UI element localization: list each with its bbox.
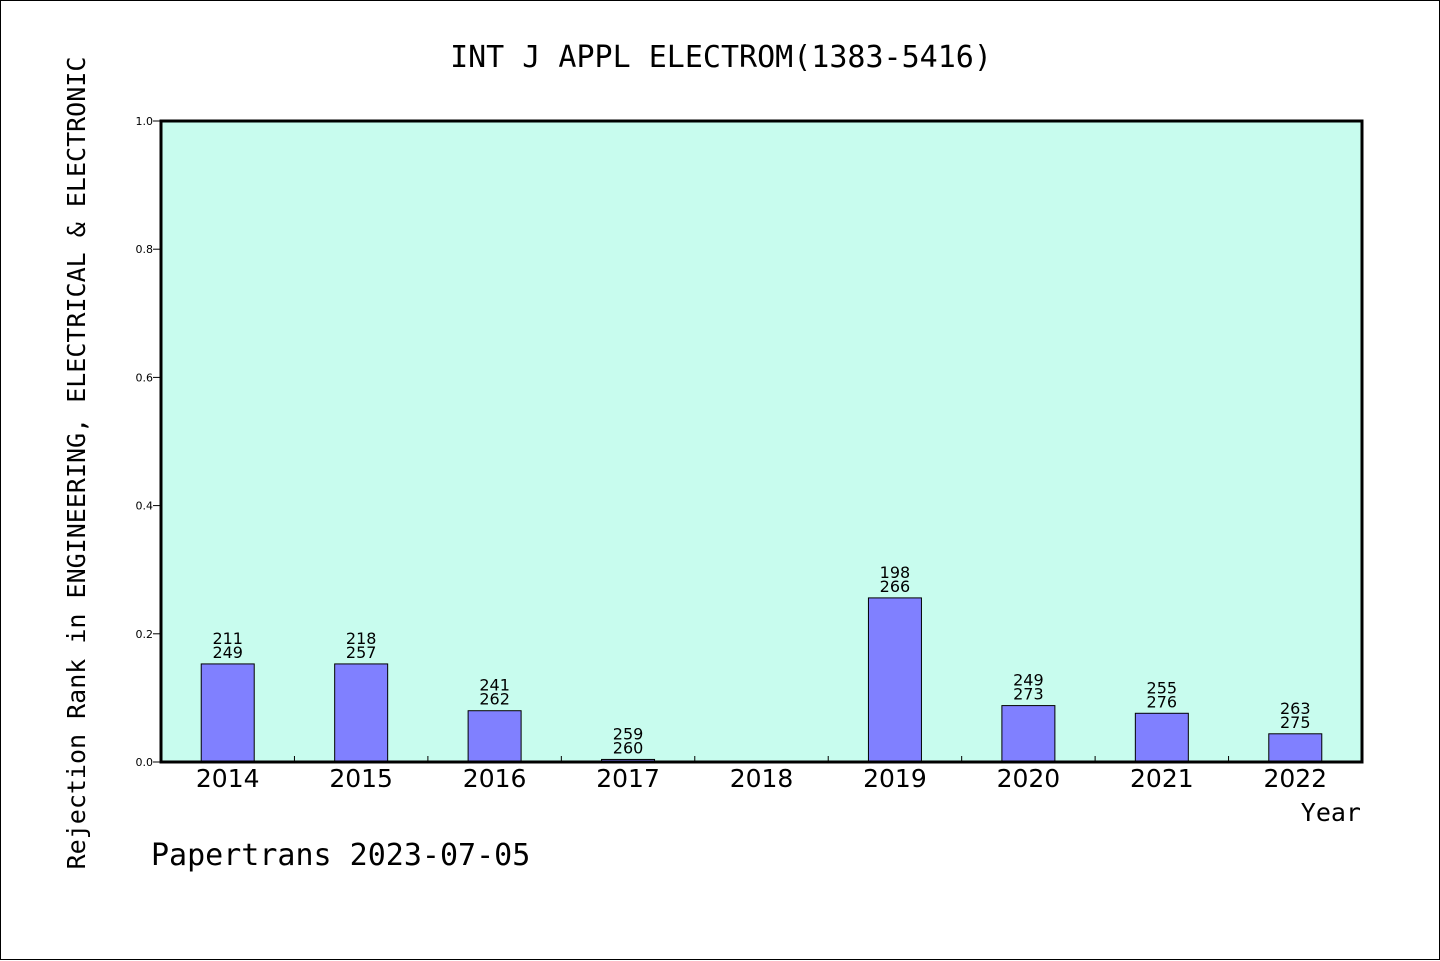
bar-2022 [1268,733,1323,763]
y-tick-label: 0.2 [136,628,154,641]
y-tick-label: 0.0 [136,756,154,769]
x-tick-label: 2022 [1263,764,1327,793]
bar-label-bottom: 262 [479,690,510,709]
x-tick-label: 2020 [997,764,1061,793]
y-tick-label: 0.6 [136,371,154,384]
x-tick-label: 2015 [329,764,393,793]
y-ticks: 0.0 0.2 0.4 0.6 0.8 1.0 [136,115,161,769]
bar-label-bottom: 273 [1013,685,1044,704]
x-tick-label: 2019 [863,764,927,793]
bar-2015 [334,663,389,763]
footer-label: Papertrans 2023-07-05 [151,838,530,873]
y-axis-label: Rejection Rank in ENGINEERING, ELECTRICA… [62,57,91,870]
chart-title: INT J APPL ELECTROM(1383-5416) [450,40,992,75]
bar-label-top: 241 [479,676,510,695]
x-tick-label: 2016 [463,764,527,793]
x-axis-label: Year [1301,798,1361,827]
x-tick-labels: 2014 2015 2016 2017 2018 2019 2020 2021 2022 [196,764,1327,793]
x-tick-label: 2017 [596,764,660,793]
y-tick-label: 0.4 [136,500,154,513]
bar-2016 [467,710,522,763]
bar-label-bottom: 249 [212,643,243,662]
bar-label-top: 259 [613,724,644,743]
bar-label-bottom: 276 [1147,692,1178,711]
plot-area-group: 0.00.20.40.60.81.0 211249218257241262259… [136,115,1364,793]
bar-label-top: 249 [1013,671,1044,690]
bar-label-top: 211 [212,629,243,648]
bar-2019 [867,597,922,763]
bars [200,597,1323,763]
bar-2021 [1134,712,1189,763]
y-tick-label: 1.0 [136,115,154,128]
bar-2020 [1001,705,1056,763]
bar-label-top: 218 [346,629,377,648]
x-tick-label: 2018 [730,764,794,793]
bar-label-top: 255 [1147,678,1178,697]
plot-area [161,121,1362,762]
y-tick-label: 0.8 [136,243,154,256]
bar-label-top: 263 [1280,699,1311,718]
plot-border [159,119,1364,764]
x-tick-label: 2021 [1130,764,1194,793]
bar-label-bottom: 260 [613,738,644,757]
bar-label-top: 198 [880,563,911,582]
x-tick-label: 2014 [196,764,260,793]
bar-label-bottom: 266 [880,577,911,596]
bar-label-bottom: 275 [1280,713,1311,732]
bar-2014 [200,663,255,763]
bar-label-bottom: 257 [346,643,377,662]
